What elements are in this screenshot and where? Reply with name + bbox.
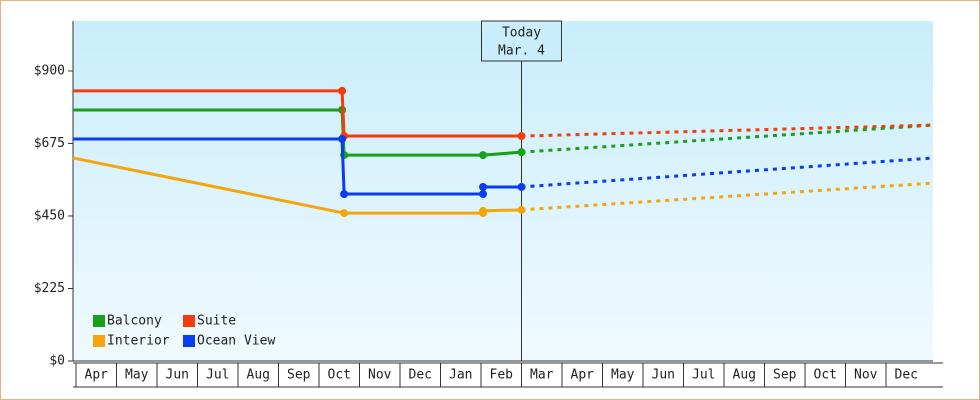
x-tick-label: Apr [571, 368, 595, 383]
plot-area [73, 21, 933, 361]
forecast-line [521, 156, 934, 189]
price-point [338, 134, 347, 143]
x-tick-label: Nov [368, 368, 392, 383]
x-tick-label: Feb [490, 368, 514, 383]
x-tick-label: Oct [328, 368, 351, 383]
x-tick-label: Nov [854, 368, 878, 383]
today-label: Today [502, 26, 541, 41]
price-point [517, 182, 526, 191]
x-tick-label: Mar [530, 368, 554, 383]
x-tick-label: Jun [652, 368, 675, 383]
y-tick-label: $675 [34, 136, 65, 151]
legend-label: Ocean View [197, 334, 275, 349]
price-line [73, 137, 522, 196]
x-tick-label: Oct [814, 368, 837, 383]
x-tick-label: Apr [85, 368, 109, 383]
x-tick-label: Sep [287, 368, 311, 383]
y-tick-label: $225 [34, 281, 65, 296]
y-tick-label: $450 [34, 208, 65, 223]
x-tick-label: Aug [247, 368, 270, 383]
legend-swatch [93, 315, 105, 327]
forecast-line [521, 181, 934, 212]
x-tick-label: May [611, 368, 635, 383]
price-point [340, 209, 349, 218]
price-point [479, 182, 488, 191]
x-axis-band [73, 363, 943, 387]
price-point [479, 190, 488, 199]
price-point [517, 132, 526, 141]
price-point [517, 148, 526, 157]
x-tick-label: Dec [895, 368, 918, 383]
price-point [340, 190, 349, 199]
x-tick-label: Jul [206, 368, 229, 383]
legend-label: Suite [197, 314, 236, 329]
legend-swatch [93, 335, 105, 347]
y-tick-label: $0 [49, 354, 65, 369]
x-tick-label: Sep [773, 368, 797, 383]
price-point [517, 205, 526, 214]
price-point [479, 206, 488, 215]
y-tick-label: $900 [34, 63, 65, 78]
price-point [479, 151, 488, 160]
x-tick-label: Jul [692, 368, 715, 383]
x-tick-label: Jan [449, 368, 472, 383]
forecast-line [521, 123, 934, 138]
today-box [481, 20, 563, 62]
price-line [73, 89, 522, 138]
today-label: Mar. 4 [498, 44, 545, 59]
legend-label: Interior [107, 334, 170, 349]
x-tick-label: Jun [166, 368, 189, 383]
x-tick-label: Aug [733, 368, 756, 383]
legend-swatch [183, 315, 195, 327]
x-tick-label: Dec [409, 368, 432, 383]
forecast-line [521, 123, 934, 154]
price-point [338, 86, 347, 95]
legend-swatch [183, 335, 195, 347]
x-tick-label: May [125, 368, 149, 383]
legend-label: Balcony [107, 314, 162, 329]
